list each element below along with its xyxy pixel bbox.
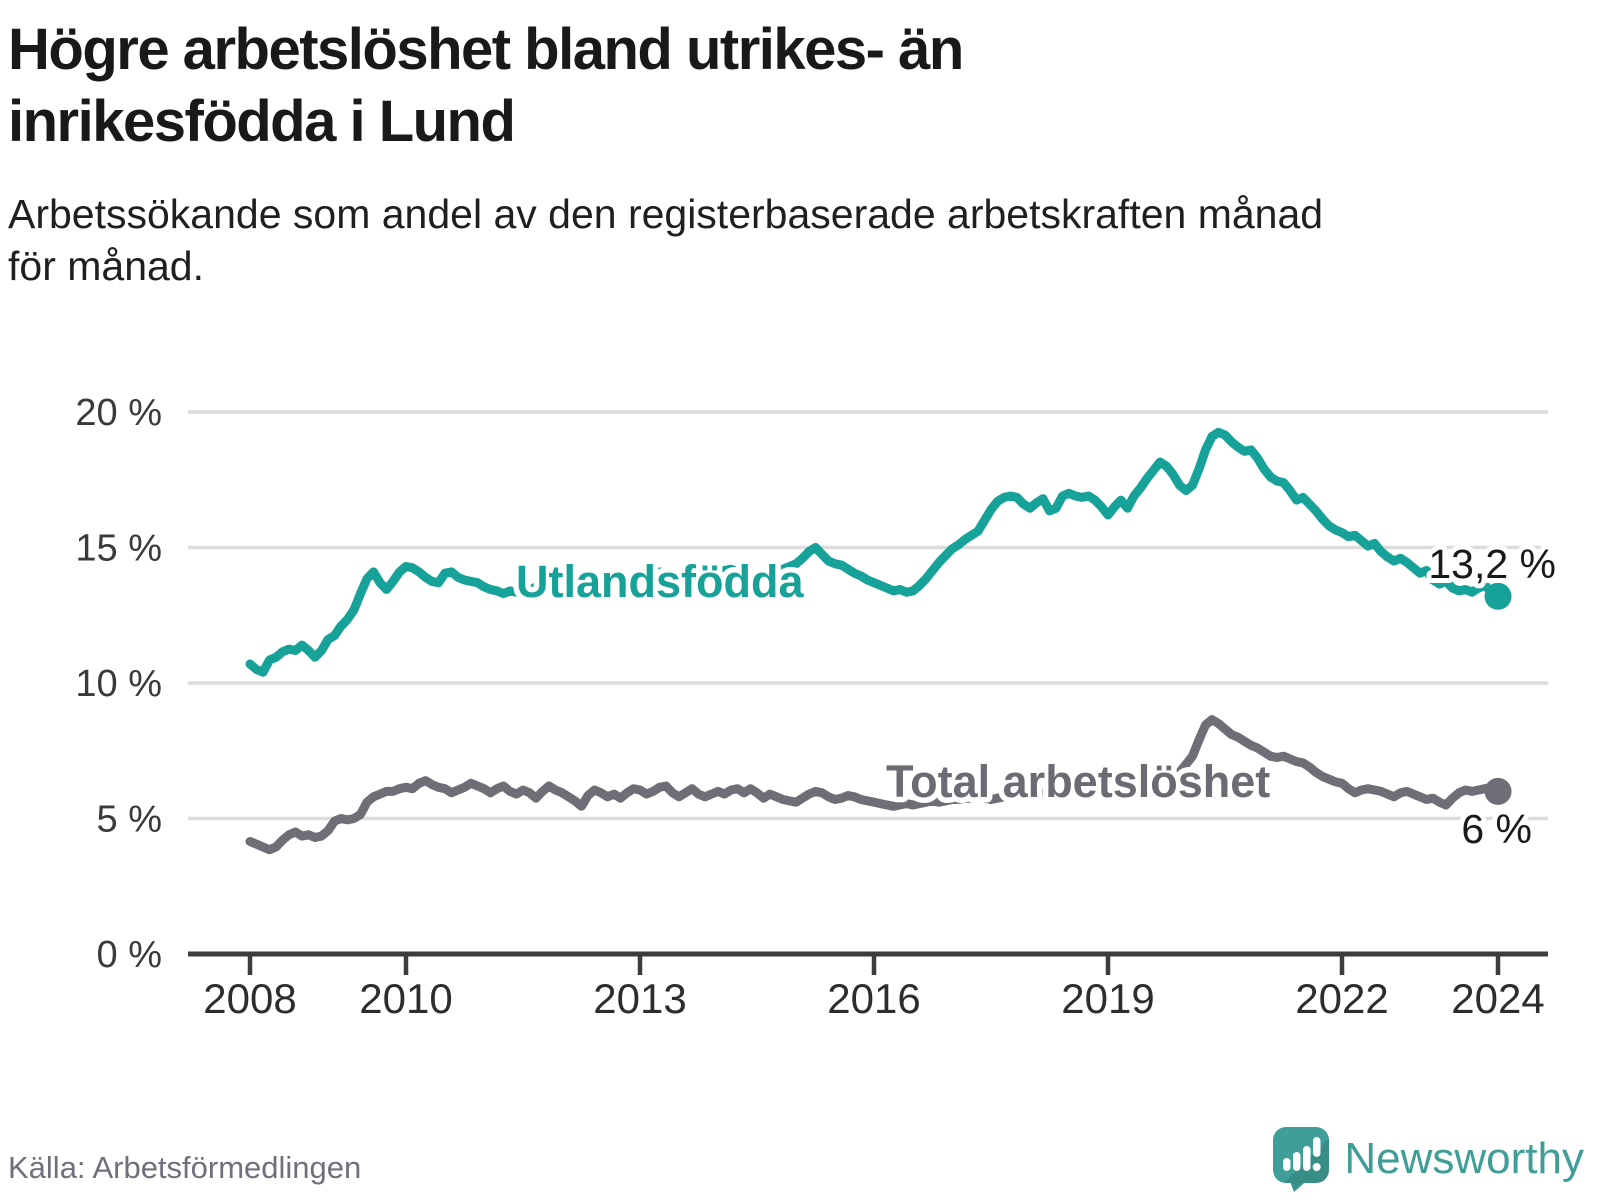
x-tick-label-2024: 2024: [1451, 975, 1544, 1022]
gridlines-group: [188, 410, 1548, 821]
page-subtitle-line1: Arbetssökande som andel av den registerb…: [8, 190, 1324, 237]
exclamation-dot: [1313, 1163, 1322, 1171]
x-tick-label-2016: 2016: [827, 975, 920, 1022]
x-tick-label-2013: 2013: [593, 975, 686, 1022]
newsworthy-logo: Newsworthy: [1272, 1126, 1584, 1192]
annotation-utlandsfodda-last-value: 13,2 %: [1428, 541, 1556, 587]
series-end-dot-utlandsf-dda: [1484, 582, 1512, 610]
series-label-total-arbetsloshet: Total arbetslöshet: [886, 756, 1270, 807]
exclamation-bar: [1313, 1137, 1321, 1157]
annotation-total-last-value: 6 %: [1461, 806, 1532, 852]
newsworthy-wordmark: Newsworthy: [1344, 1134, 1584, 1183]
bar-small: [1283, 1158, 1291, 1171]
bar-large: [1303, 1146, 1311, 1171]
x-tick-label-2010: 2010: [359, 975, 452, 1022]
x-tick-label-2019: 2019: [1061, 975, 1154, 1022]
page-title-line2: inrikesfödda i Lund: [8, 88, 516, 154]
y-tick-label-0: 0 %: [97, 934, 162, 976]
series-label-utlandsfodda: Utlandsfödda: [516, 556, 804, 607]
x-tick-label-2022: 2022: [1295, 975, 1388, 1022]
series-lines-group: [245, 427, 1503, 855]
series-end-dot-total-arbetsl-shet: [1484, 777, 1512, 805]
y-tick-label-20: 20 %: [75, 392, 162, 434]
page-subtitle: Arbetssökande som andel av den registerb…: [8, 188, 1600, 293]
page-subtitle-line2: för månad.: [8, 243, 204, 290]
y-tick-label-10: 10 %: [75, 663, 162, 705]
series-line-total-arbetsl-shet: [245, 715, 1503, 855]
x-tick-label-2008: 2008: [203, 975, 296, 1022]
series-end-dots-group: [1484, 582, 1512, 805]
axis-group: 0 % 5 % 10 % 15 % 20 % 2008 2010 2013 2016 2019 20…: [75, 392, 1548, 1022]
series-line-utlandsf-dda: [245, 427, 1503, 677]
source-note: Källa: Arbetsförmedlingen: [8, 1150, 362, 1185]
y-tick-label-15: 15 %: [75, 528, 162, 570]
newsworthy-bubble-chart-icon: [1273, 1127, 1330, 1192]
page-title: Högre arbetslöshet bland utrikes- än inr…: [8, 14, 1600, 158]
bar-medium: [1293, 1152, 1301, 1171]
y-tick-label-5: 5 %: [97, 799, 162, 841]
page-title-line1: Högre arbetslöshet bland utrikes- än: [8, 17, 964, 82]
